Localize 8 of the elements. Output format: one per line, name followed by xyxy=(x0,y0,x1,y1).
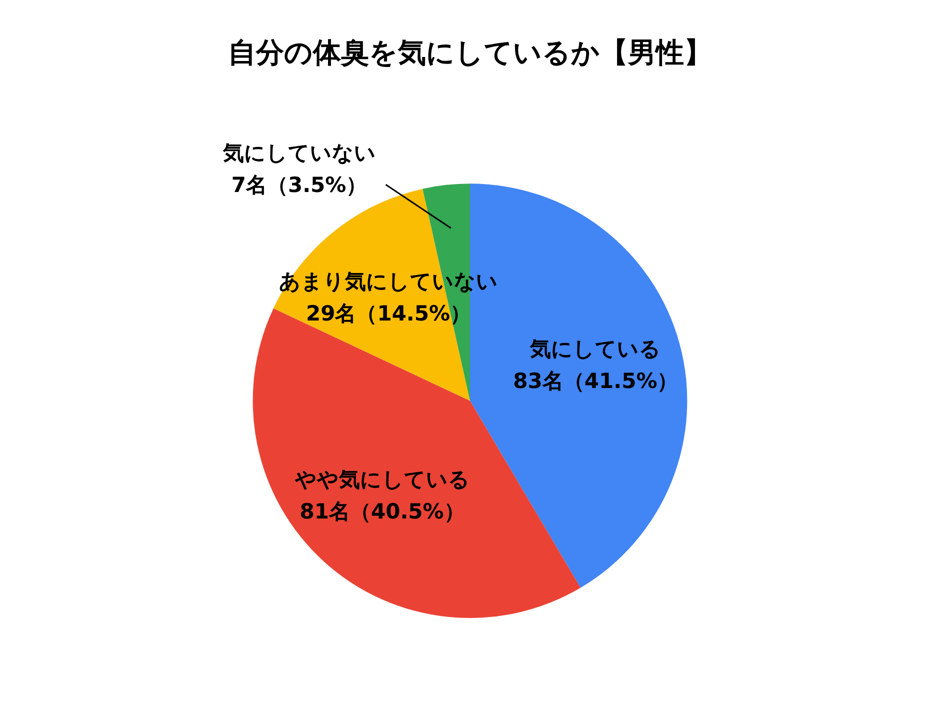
data-label: 81名（40.5%） xyxy=(300,500,465,524)
data-label: 29名（14.5%） xyxy=(306,302,472,326)
slice-label: やや気にしている xyxy=(294,468,470,492)
data-label: 83名（41.5%） xyxy=(513,368,678,393)
slice-label: 気にしている xyxy=(529,336,662,361)
chart-title: 自分の体臭を気にしているか【男性】 xyxy=(228,36,712,70)
data-label: 7名（3.5%） xyxy=(231,173,368,198)
slice-label: 気にしていない xyxy=(222,141,376,166)
